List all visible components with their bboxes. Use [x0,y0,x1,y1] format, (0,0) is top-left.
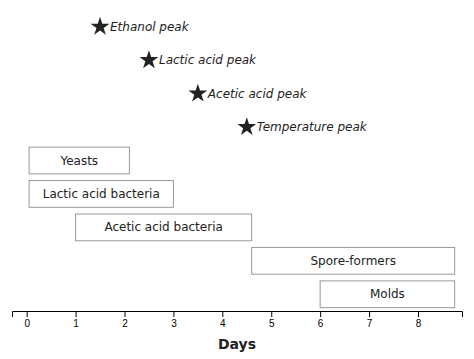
bar [320,281,455,308]
bar [76,214,252,241]
x-tick-label: 5 [269,318,275,329]
annotation-label: Lactic acid peak [159,53,257,67]
x-tick-mark [27,311,28,317]
x-tick: 1 [73,311,79,329]
x-axis-title: Days [218,336,256,352]
x-tick-label: 1 [73,318,79,329]
annotation-label: Temperature peak [257,120,368,134]
x-tick-mark [418,311,419,317]
x-tick: 6 [318,311,324,329]
x-tick-mark [222,311,223,317]
x-tick-label: 4 [220,318,226,329]
x-tick: 7 [367,311,373,329]
x-tick-mark [173,311,174,317]
bar-label: Yeasts [59,154,98,168]
star [188,84,207,102]
bar-label: Lactic acid bacteria [43,187,160,201]
plot: Yeasts Lactic acid bacteria Acetic acid ba… [13,17,463,329]
x-axis-line [13,312,463,318]
x-tick-label: 2 [122,318,128,329]
x-tick: 3 [171,311,177,329]
bar-label: Molds [370,287,405,301]
chart: Yeasts Lactic acid bacteria Acetic acid ba… [0,0,474,359]
annotation-label: Ethanol peak [110,20,190,34]
x-tick-mark [320,311,321,317]
x-tick: 0 [24,311,30,329]
x-axis: 0 1 2 3 4 5 6 7 8 [13,311,463,329]
bar [29,181,173,208]
x-tick-mark [125,311,126,317]
x-tick: 8 [416,311,422,329]
annotation-label: Acetic acid peak [207,87,308,101]
bar-label: Spore-formers [310,254,396,268]
x-tick-label: 0 [24,318,30,329]
star [91,17,110,35]
marks [29,17,455,308]
x-tick-label: 3 [171,318,177,329]
x-tick-label: 7 [367,318,373,329]
x-tick-mark [369,311,370,317]
x-tick-label: 8 [416,318,422,329]
x-tick: 2 [122,311,128,329]
x-tick-mark [271,311,272,317]
bar [29,147,129,174]
star [140,50,159,68]
x-tick-label: 6 [318,318,324,329]
star [237,117,256,135]
x-tick: 4 [220,311,226,329]
bar [252,247,455,274]
x-tick: 5 [269,311,275,329]
bar-label: Acetic acid bacteria [104,220,222,234]
labels: Yeasts Lactic acid bacteria Acetic acid ba… [43,20,405,302]
x-tick-mark [76,311,77,317]
